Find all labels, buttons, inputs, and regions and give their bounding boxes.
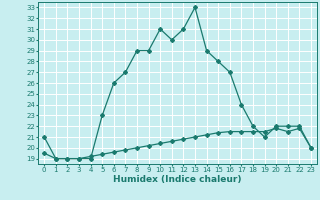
X-axis label: Humidex (Indice chaleur): Humidex (Indice chaleur) xyxy=(113,175,242,184)
